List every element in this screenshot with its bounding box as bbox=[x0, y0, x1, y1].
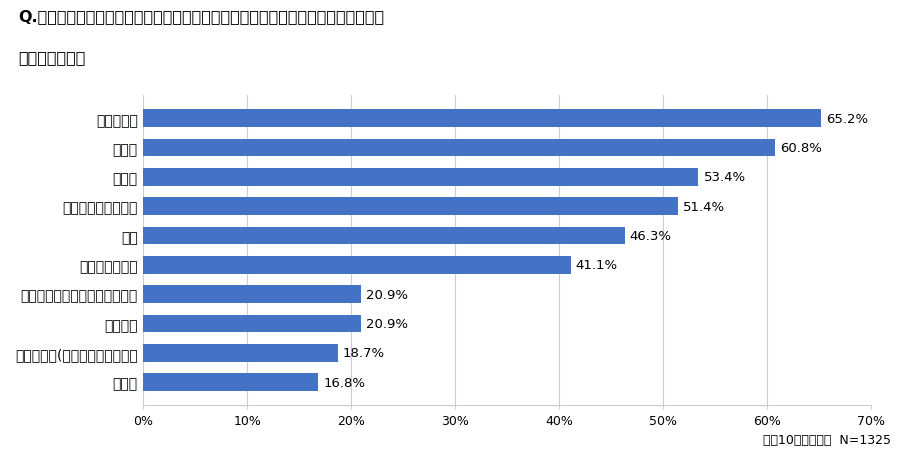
Text: 16.8%: 16.8% bbox=[323, 376, 365, 389]
Text: 60.8%: 60.8% bbox=[780, 142, 823, 155]
Text: 20.9%: 20.9% bbox=[365, 317, 408, 330]
Text: Q.今年の年末年始に、あなた自身が行う予定の風習や伝統行事を教えてください。: Q.今年の年末年始に、あなた自身が行う予定の風習や伝統行事を教えてください。 bbox=[18, 9, 384, 24]
Bar bbox=[143, 198, 678, 216]
Text: 41.1%: 41.1% bbox=[576, 259, 618, 272]
Bar bbox=[143, 344, 338, 362]
Bar bbox=[143, 139, 776, 157]
Text: 65.2%: 65.2% bbox=[826, 112, 868, 125]
Bar bbox=[143, 169, 698, 186]
Bar bbox=[143, 227, 625, 245]
Text: 51.4%: 51.4% bbox=[683, 200, 725, 213]
Text: 53.4%: 53.4% bbox=[704, 171, 746, 184]
Text: 18.7%: 18.7% bbox=[343, 346, 385, 359]
Text: 20.9%: 20.9% bbox=[365, 288, 408, 301]
Text: 上位10位まで抜粋  N=1325: 上位10位まで抜粋 N=1325 bbox=[763, 433, 891, 446]
Bar bbox=[143, 257, 571, 274]
Bar bbox=[143, 315, 361, 332]
Bar bbox=[143, 373, 318, 391]
Bar bbox=[143, 110, 821, 128]
Text: （複数選択可）: （複数選択可） bbox=[18, 50, 86, 64]
Text: 46.3%: 46.3% bbox=[630, 230, 671, 243]
Bar bbox=[143, 285, 361, 303]
